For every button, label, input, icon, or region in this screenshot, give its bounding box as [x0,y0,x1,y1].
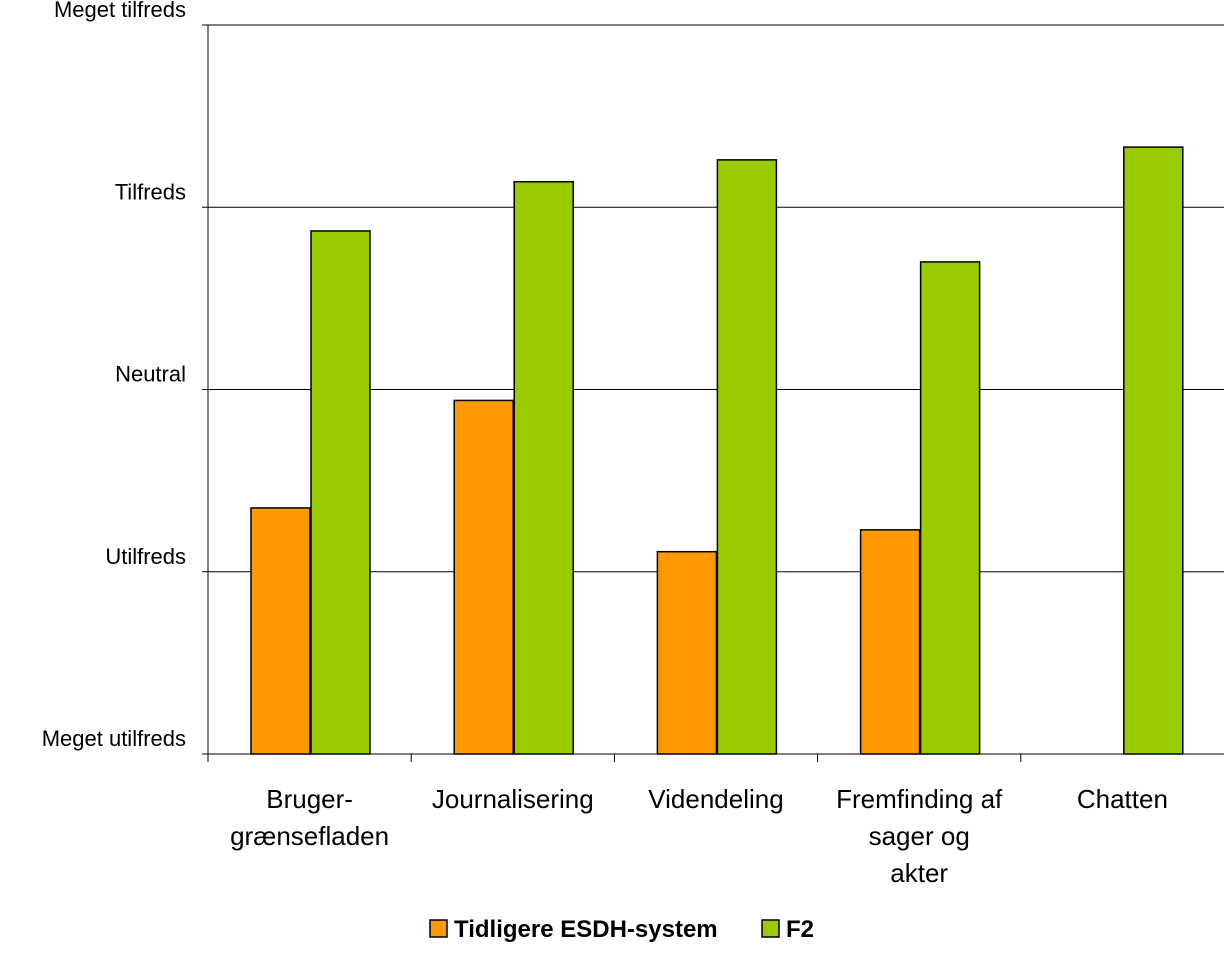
bar-f2 [919,261,981,755]
legend-label: Tidligere ESDH-system [454,916,718,943]
bar-previous [656,550,718,755]
bars [250,146,1184,755]
axes [202,24,1224,762]
x-tick-label: Fremfinding af sager og akter [836,784,1003,888]
x-tick-label: Videndeling [648,784,783,814]
x-tick-label: Journalisering [432,784,594,814]
bar-f2 [716,159,778,755]
bar-previous [453,399,514,755]
bar-f2 [310,230,371,755]
y-tick-labels: Meget utilfreds Utilfreds Neutral Tilfreds M… [42,0,186,751]
y-tick-label: Meget utilfreds [42,726,186,751]
y-tick-label: Tilfreds [115,179,186,204]
y-tick-label: Utilfreds [105,544,186,569]
bar-f2 [513,180,574,755]
legend-swatch [429,919,448,938]
bar-previous [859,529,921,755]
legend-swatch [761,919,780,938]
bar-previous [250,507,311,755]
bar-f2 [1123,146,1184,755]
legend-label: F2 [786,916,814,943]
y-tick-label: Meget tilfreds [54,0,186,22]
x-tick-label: Bruger-grænsefladen [230,784,389,851]
x-tick-label: Chatten [1077,784,1168,814]
y-tick-label: Neutral [115,362,186,387]
legend: Tidligere ESDH-system F2 [429,916,814,943]
x-tick-labels: Bruger-grænsefladen Journalisering Vidende… [230,784,1168,888]
